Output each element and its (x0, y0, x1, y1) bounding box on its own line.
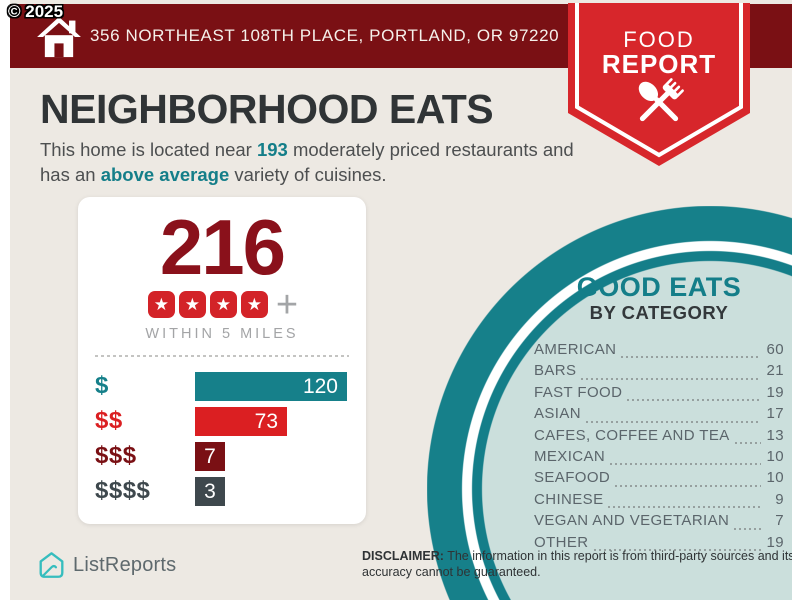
good-eats-circle (427, 206, 792, 600)
category-value: 10 (766, 469, 784, 487)
home-icon (37, 16, 81, 58)
category-label: MEXICAN (534, 447, 606, 465)
dotted-leader (734, 527, 761, 530)
dotted-leader (615, 484, 761, 487)
chart-row: $$ 73 (78, 406, 366, 436)
badge-line2: REPORT (602, 49, 716, 79)
disclaimer-text: The information in this report is from t… (362, 549, 792, 580)
dotted-leader (610, 463, 761, 466)
good-eats-title: GOOD EATS (576, 272, 742, 302)
price-tier-label: $$$$ (95, 477, 151, 505)
category-row: SEAFOOD 10 (534, 469, 784, 490)
category-value: 19 (766, 533, 784, 551)
listreports-brand: ListReports (38, 551, 176, 580)
star-icon: ★ (178, 291, 206, 319)
intro-mid: moderately priced restaurants and has an (40, 139, 574, 185)
price-tier-bar: 3 (195, 476, 225, 506)
intro-highlight: above average (100, 163, 230, 185)
dotted-leader (608, 506, 761, 509)
category-label: CAFES, COFFEE AND TEA (534, 426, 730, 444)
category-label: FAST FOOD (534, 383, 623, 401)
plus-icon: + (275, 283, 299, 326)
disclaimer-label: DISCLAIMER: (362, 549, 444, 563)
category-label: BARS (534, 362, 577, 380)
brand-name: ListReports (73, 554, 177, 576)
price-tier-bar: 7 (195, 441, 225, 471)
category-value: 19 (766, 383, 784, 401)
good-eats-panel: GOOD EATS BY CATEGORY AMERICAN 60 BARS 21 FA… (534, 272, 784, 555)
intro-pre: This home is located near (40, 139, 257, 160)
category-row: FAST FOOD 19 (534, 384, 784, 405)
report-content: 356 NORTHEAST 108TH PLACE, PORTLAND, OR … (10, 0, 792, 600)
chart-row: $$$$ 3 (78, 476, 366, 506)
price-tier-bar: 120 (195, 371, 347, 401)
category-label: AMERICAN (534, 341, 617, 358)
page-title: NEIGHBORHOOD EATS (40, 86, 494, 132)
category-value: 21 (766, 362, 784, 380)
category-label: ASIAN (534, 405, 582, 423)
star-icon: ★ (209, 291, 237, 319)
dotted-leader (627, 399, 761, 402)
category-row: CHINESE 9 (534, 491, 784, 512)
good-eats-subtitle: BY CATEGORY (589, 302, 729, 323)
category-value: 9 (775, 490, 784, 508)
property-address: 356 NORTHEAST 108TH PLACE, PORTLAND, OR … (90, 26, 560, 45)
disclaimer: DISCLAIMER: The information in this repo… (362, 548, 792, 581)
category-row: ASIAN 17 (534, 405, 784, 426)
category-row: VEGAN AND VEGETARIAN 7 (534, 512, 784, 533)
category-value: 17 (766, 405, 784, 423)
category-row: BARS 21 (534, 362, 784, 383)
dotted-leader (593, 548, 761, 551)
category-label: CHINESE (534, 490, 604, 508)
category-row: CAFES, COFFEE AND TEA 13 (534, 427, 784, 448)
star-icon: ★ (240, 291, 268, 319)
dotted-leader (621, 356, 761, 359)
dotted-divider (95, 354, 349, 357)
total-restaurants: 216 (159, 203, 286, 291)
category-row: OTHER 19 (534, 534, 784, 555)
crossed-spoon-fork-icon (638, 78, 684, 122)
dotted-leader (586, 420, 761, 423)
radius-label: WITHIN 5 MILES (145, 325, 299, 342)
price-tier-label: $$$ (95, 442, 137, 470)
price-tier-label: $$ (95, 407, 123, 435)
food-report-badge: FOOD REPORT (568, 3, 750, 166)
category-value: 60 (766, 341, 784, 358)
price-tier-label: $ (95, 372, 109, 400)
restaurant-count: 193 (256, 139, 288, 160)
price-tier-bar: 73 (195, 406, 287, 436)
category-value: 13 (766, 426, 784, 444)
star-icon: ★ (147, 291, 175, 319)
intro-post: variety of cuisines. (229, 163, 387, 185)
category-row: MEXICAN 10 (534, 448, 784, 469)
copyright: © 2025 (8, 2, 64, 21)
chart-row: $120 (78, 371, 366, 401)
listreports-logo-icon (39, 552, 64, 578)
category-label: VEGAN AND VEGETARIAN (534, 512, 730, 530)
category-value: 10 (766, 447, 784, 465)
intro-text: This home is located near 193 moderately… (40, 138, 585, 188)
star-tiles: ★ ★ ★ ★ (146, 291, 270, 319)
dotted-leader (734, 441, 761, 444)
category-label: OTHER (534, 533, 589, 551)
category-label: SEAFOOD (534, 469, 611, 487)
category-row: AMERICAN 60 (534, 341, 784, 362)
star-rating: ★ ★ ★ ★ + (78, 283, 366, 326)
category-value: 7 (775, 512, 784, 530)
stats-card: 216 ★ ★ ★ ★ + WITHIN 5 MILES $120 $$ 73 $$$ 7 $$… (78, 197, 366, 524)
category-list: AMERICAN 60 BARS 21 FAST FOOD 19 ASIAN 17 CAFES,… (534, 341, 784, 555)
dotted-leader (581, 377, 761, 380)
price-bar-chart: $120 $$ 73 $$$ 7 $$$$ 3 (78, 371, 366, 506)
chart-row: $$$ 7 (78, 441, 366, 471)
badge-line1: FOOD (623, 27, 695, 52)
